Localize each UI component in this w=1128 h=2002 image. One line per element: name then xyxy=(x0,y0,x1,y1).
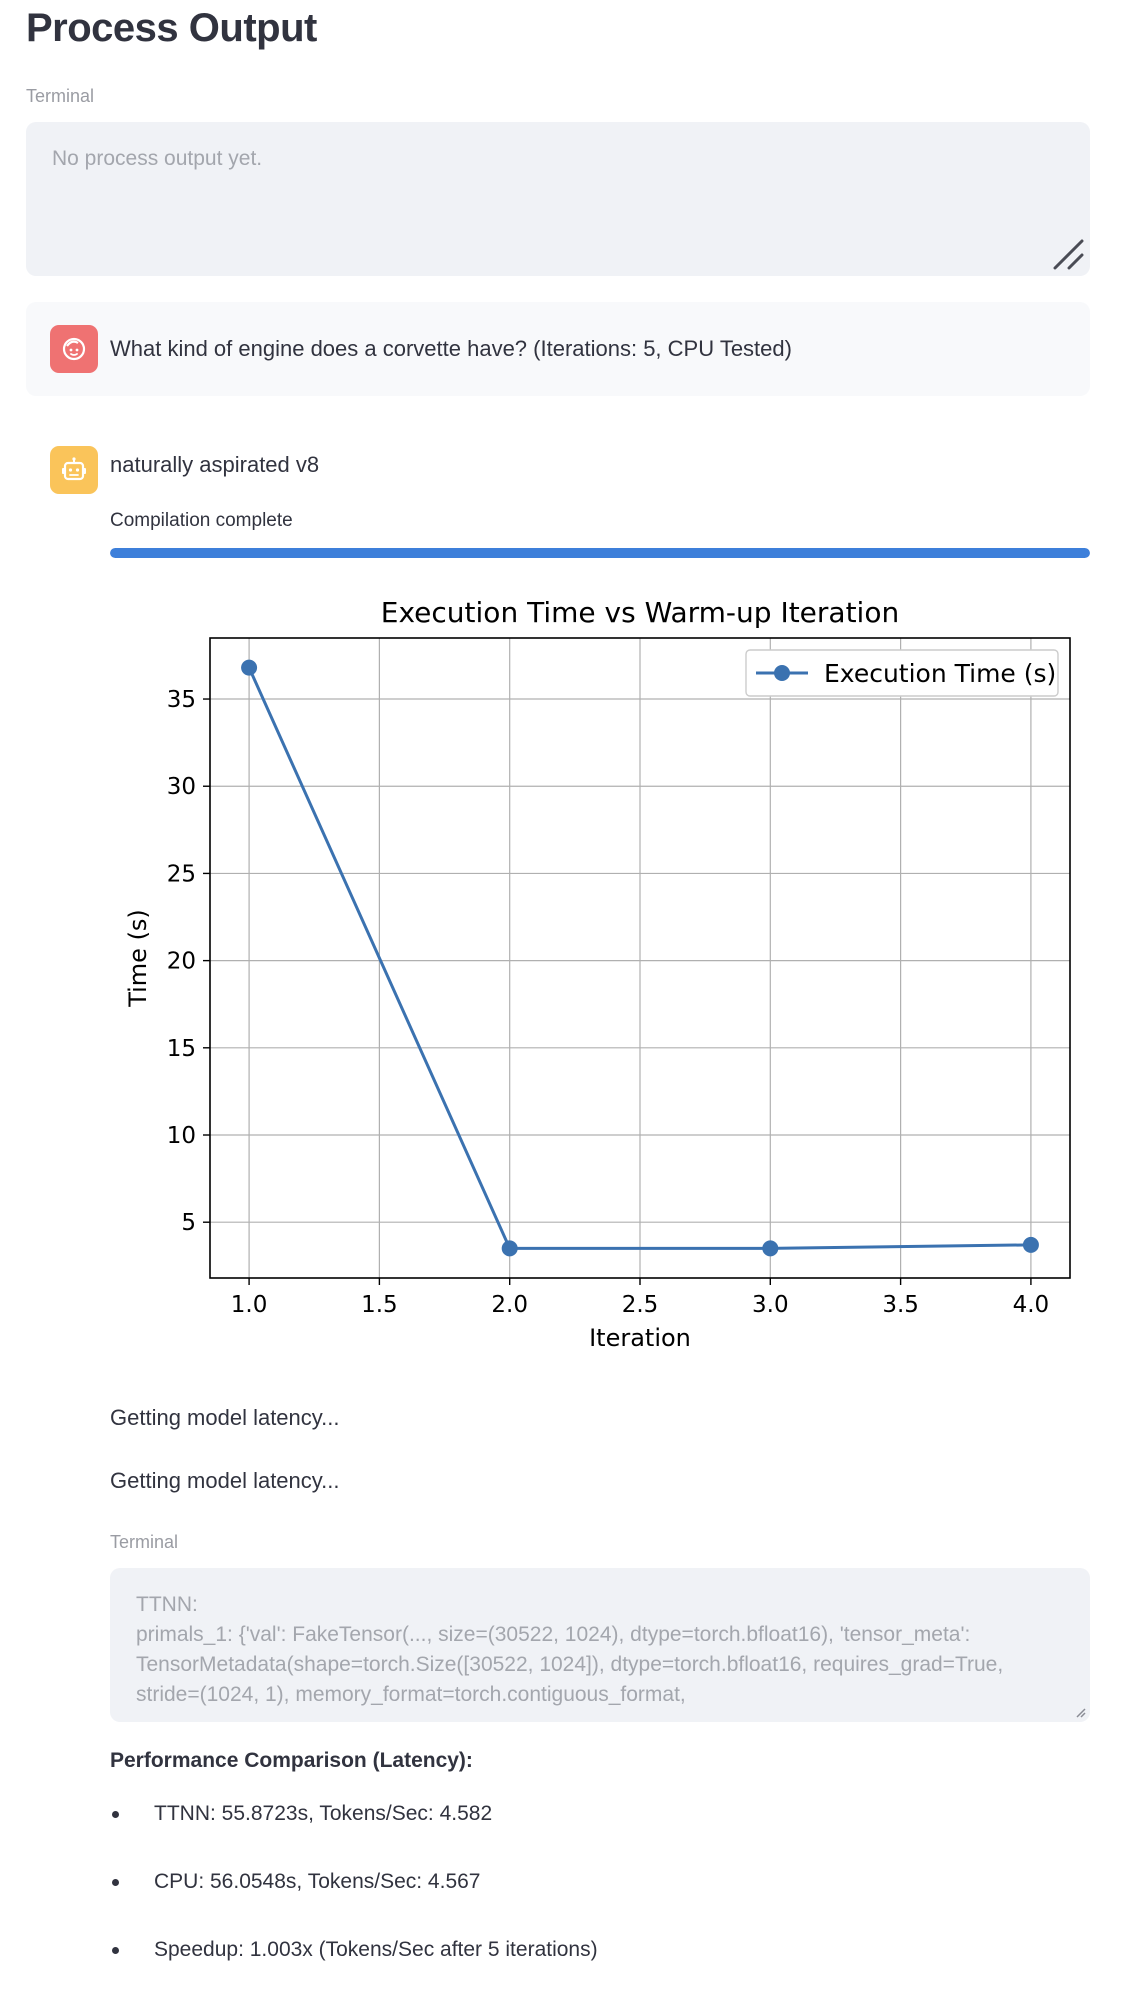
execution-time-chart: 1.0 1.5 2.0 2.5 3.0 3.5 4.0 5 10 15 20 25 30 35 Execut… xyxy=(110,580,1090,1360)
terminal-label-2: Terminal xyxy=(110,1532,179,1552)
status-line-1: Getting model latency... xyxy=(110,1405,340,1430)
series-line xyxy=(247,667,1031,1250)
terminal-output-text: TTNN: primals_1: {'val': FakeTensor(...,… xyxy=(136,1593,1004,1706)
robot-icon xyxy=(62,457,86,481)
progress-label: Compilation complete xyxy=(110,510,293,531)
assistant-avatar xyxy=(50,446,98,494)
x-tick-label: 3.5 xyxy=(882,1292,919,1318)
legend-box xyxy=(745,649,1059,697)
y-axis-label: Time (s) xyxy=(124,909,152,1008)
y-tick-label: 35 xyxy=(167,687,196,713)
chart-svg: 1.0 1.5 2.0 2.5 3.0 3.5 4.0 5 10 15 20 25 30 35 Execut… xyxy=(124,596,1071,1352)
x-tick-label: 1.0 xyxy=(231,1292,268,1318)
x-tick-label: 2.5 xyxy=(622,1292,659,1318)
user-avatar xyxy=(50,325,98,373)
data-point xyxy=(241,659,258,676)
performance-item-ttnn: TTNN: 55.8723s, Tokens/Sec: 4.582 xyxy=(110,1798,1090,1866)
page-title: Process Output xyxy=(26,6,317,50)
y-tick-label: 5 xyxy=(181,1210,196,1236)
x-tick-label: 3.0 xyxy=(752,1292,789,1318)
legend-label: Execution Time (s) xyxy=(824,659,1056,688)
progress-bar xyxy=(110,548,1090,558)
terminal-textarea[interactable]: No process output yet. xyxy=(26,122,1090,276)
performance-item-cpu: CPU: 56.0548s, Tokens/Sec: 4.567 xyxy=(110,1866,1090,1934)
y-tick-label: 20 xyxy=(167,949,196,975)
bullet-icon xyxy=(112,1879,119,1886)
data-point xyxy=(501,1240,518,1257)
assistant-message-text: naturally aspirated v8 xyxy=(110,452,320,477)
bullet-icon xyxy=(112,1811,119,1818)
y-tick-label: 15 xyxy=(167,1036,196,1062)
y-tick-label: 10 xyxy=(167,1123,196,1149)
resize-handle-icon[interactable] xyxy=(1052,238,1084,270)
performance-list: TTNN: 55.8723s, Tokens/Sec: 4.582 CPU: 5… xyxy=(110,1798,1090,2002)
status-line-2: Getting model latency... xyxy=(110,1468,340,1493)
list-item-text: Speedup: 1.003x (Tokens/Sec after 5 iter… xyxy=(154,1938,598,1961)
terminal-output-textarea[interactable]: TTNN: primals_1: {'val': FakeTensor(...,… xyxy=(110,1568,1090,1722)
list-item-text: CPU: 56.0548s, Tokens/Sec: 4.567 xyxy=(154,1870,481,1893)
bullet-icon xyxy=(112,1947,119,1954)
data-point xyxy=(1022,1236,1039,1253)
performance-title: Performance Comparison (Latency): xyxy=(110,1749,473,1772)
resize-handle-icon-small[interactable] xyxy=(1076,1708,1086,1718)
x-tick-label: 1.5 xyxy=(361,1292,398,1318)
progress-bar-fill xyxy=(110,548,1090,558)
list-item-text: TTNN: 55.8723s, Tokens/Sec: 4.582 xyxy=(154,1802,493,1825)
terminal-label: Terminal xyxy=(26,86,95,106)
y-tick-label: 25 xyxy=(167,861,196,887)
x-tick-label: 4.0 xyxy=(1013,1292,1050,1318)
terminal-placeholder: No process output yet. xyxy=(52,147,263,170)
x-tick-label: 2.0 xyxy=(491,1292,528,1318)
user-face-icon xyxy=(62,337,86,361)
y-tick-label: 30 xyxy=(167,774,196,800)
user-message: What kind of engine does a corvette have… xyxy=(26,302,1090,396)
user-message-text: What kind of engine does a corvette have… xyxy=(110,336,792,361)
data-point xyxy=(762,1240,779,1257)
chart-title: Execution Time vs Warm-up Iteration xyxy=(381,596,899,629)
performance-item-speedup: Speedup: 1.003x (Tokens/Sec after 5 iter… xyxy=(110,1934,1090,2002)
legend-marker xyxy=(774,665,790,681)
x-axis-label: Iteration xyxy=(589,1324,691,1352)
